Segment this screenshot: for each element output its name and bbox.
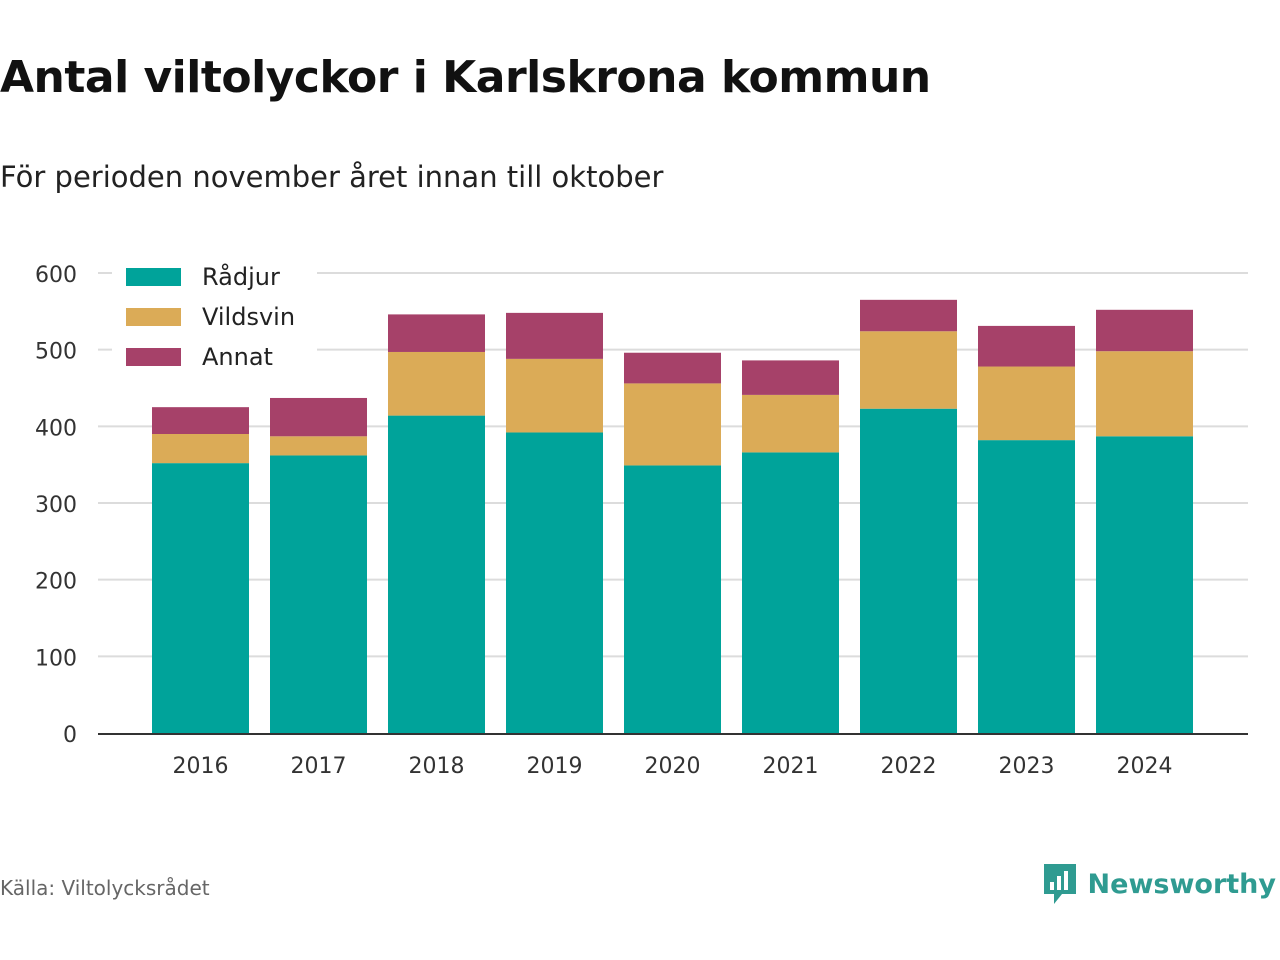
x-tick-label: 2016	[173, 754, 229, 779]
bar-rådjur-2017	[270, 455, 367, 733]
bar-annat-2020	[624, 352, 721, 384]
legend-label-rådjur: Rådjur	[202, 262, 280, 291]
legend: Rådjur Vildsvin Annat	[112, 260, 317, 378]
legend-swatch-rådjur	[126, 268, 181, 286]
chart-subtitle: För perioden november året innan till ok…	[0, 160, 664, 194]
bar-rådjur-2021	[742, 452, 839, 733]
bar-vildsvin-2023	[978, 366, 1075, 441]
chart-title: Antal viltolyckor i Karlskrona kommun	[0, 52, 931, 103]
x-tick-label: 2024	[1117, 754, 1173, 779]
legend-label-vildsvin: Vildsvin	[202, 303, 295, 331]
bar-rådjur-2024	[1096, 436, 1193, 733]
bars	[152, 299, 1193, 733]
bar-rådjur-2019	[506, 432, 603, 733]
bar-annat-2017	[270, 397, 367, 437]
brand-name: Newsworthy	[1087, 868, 1276, 900]
x-tick-label: 2022	[881, 754, 937, 779]
bar-rådjur-2023	[978, 440, 1075, 733]
x-tick-label: 2023	[999, 754, 1055, 779]
bar-annat-2022	[860, 299, 957, 332]
legend-swatch-vildsvin	[126, 308, 181, 326]
bar-annat-2016	[152, 407, 249, 434]
x-tick-label: 2018	[409, 754, 465, 779]
y-tick-label: 400	[35, 416, 77, 441]
y-tick-label: 200	[35, 570, 77, 595]
bar-rådjur-2016	[152, 463, 249, 733]
bar-rådjur-2020	[624, 465, 721, 733]
x-axis-ticks: 2016 2017 2018 2019 2020 2021 2022 2023 2024	[173, 754, 1173, 779]
y-tick-label: 300	[35, 493, 77, 518]
y-tick-label: 100	[35, 646, 77, 671]
y-tick-label: 500	[35, 340, 77, 365]
x-tick-label: 2019	[527, 754, 583, 779]
bar-chart-speech-bubble-icon	[1043, 864, 1076, 904]
bar-rådjur-2018	[388, 415, 485, 733]
source-note: Källa: Viltolycksrådet	[0, 876, 210, 900]
brand-logo: Newsworthy	[1042, 862, 1276, 906]
bar-annat-2021	[742, 360, 839, 395]
legend-swatch-annat	[126, 348, 181, 366]
y-tick-label: 0	[63, 723, 77, 748]
bar-vildsvin-2022	[860, 331, 957, 409]
bar-vildsvin-2021	[742, 394, 839, 453]
bar-vildsvin-2019	[506, 358, 603, 433]
x-tick-label: 2017	[291, 754, 347, 779]
bar-annat-2024	[1096, 309, 1193, 352]
bar-annat-2018	[388, 314, 485, 352]
bar-vildsvin-2018	[388, 351, 485, 416]
x-tick-label: 2021	[763, 754, 819, 779]
legend-label-annat: Annat	[202, 343, 273, 371]
bar-annat-2019	[506, 312, 603, 359]
bar-vildsvin-2016	[152, 434, 249, 464]
y-axis-ticks: 0 100 200 300 400 500 600	[35, 263, 77, 748]
bar-vildsvin-2020	[624, 383, 721, 466]
bar-vildsvin-2017	[270, 436, 367, 456]
bar-vildsvin-2024	[1096, 351, 1193, 437]
bar-annat-2023	[978, 325, 1075, 367]
y-tick-label: 600	[35, 263, 77, 288]
x-tick-label: 2020	[645, 754, 701, 779]
bar-rådjur-2022	[860, 408, 957, 733]
